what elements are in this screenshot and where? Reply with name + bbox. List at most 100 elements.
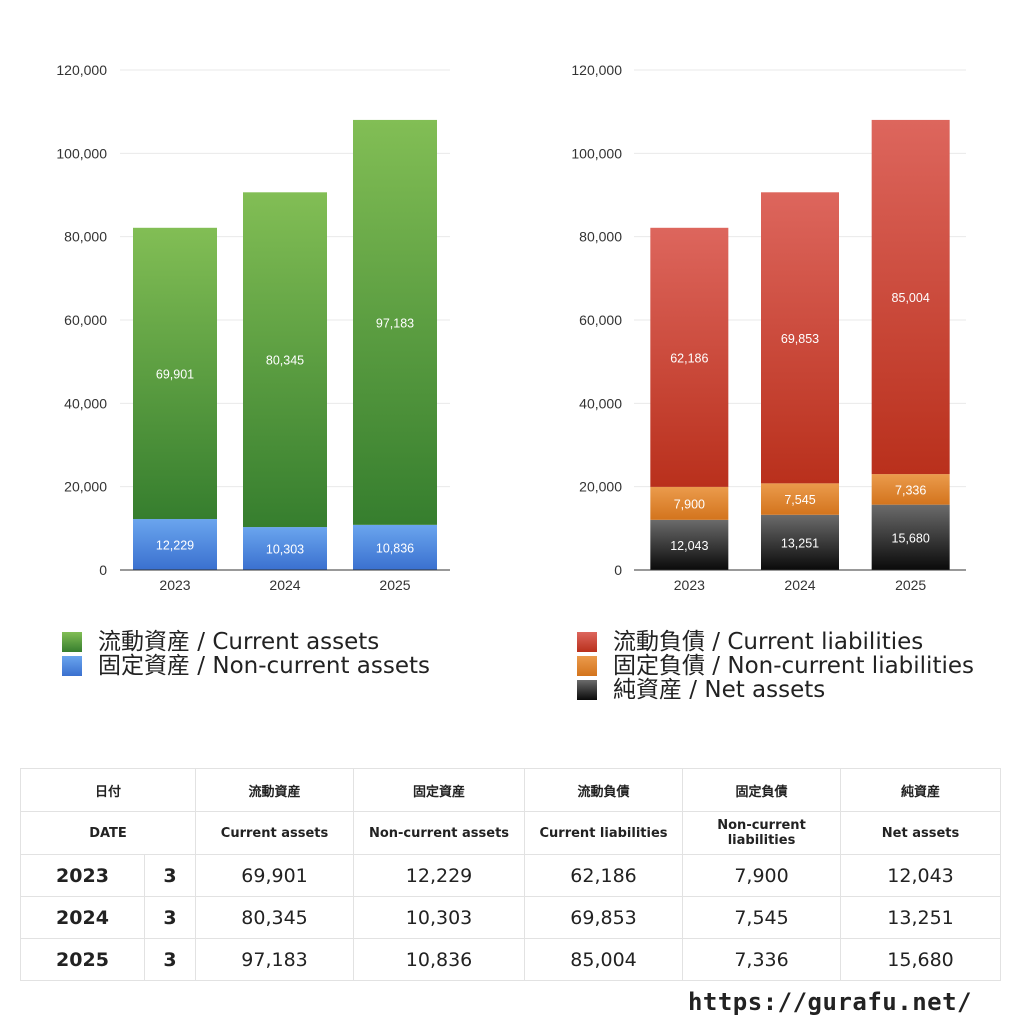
x-tick-label: 2025 bbox=[379, 577, 410, 593]
y-tick-label: 80,000 bbox=[579, 229, 622, 245]
cell-current-liabilities: 62,186 bbox=[524, 854, 684, 897]
table-header-current-liabilities-en: Current liabilities bbox=[524, 811, 684, 855]
legend-swatch bbox=[62, 632, 82, 652]
y-tick-label: 40,000 bbox=[579, 395, 622, 411]
cell-non-current-assets: 10,303 bbox=[353, 896, 526, 939]
legend-item: 純資産 / Net assets bbox=[577, 678, 974, 702]
liabilities-legend: 流動負債 / Current liabilities 固定負債 / Non-cur… bbox=[577, 630, 974, 702]
table-header-date-en: DATE bbox=[19, 811, 197, 855]
table-header-non-current-liabilities-en: Non-current liabilities bbox=[682, 811, 842, 855]
y-tick-label: 20,000 bbox=[579, 479, 622, 495]
legend-label: 流動負債 / Current liabilities bbox=[613, 629, 924, 655]
data-label: 12,229 bbox=[156, 539, 194, 553]
table-header-non-current-assets: 固定資産 bbox=[353, 768, 526, 812]
table-header-current-assets: 流動資産 bbox=[195, 768, 355, 812]
legend-item: 流動資産 / Current assets bbox=[62, 630, 430, 654]
bar-segment-non-current-assets bbox=[243, 527, 327, 570]
x-tick-label: 2023 bbox=[674, 577, 705, 593]
y-tick-label: 60,000 bbox=[579, 312, 622, 328]
data-label: 13,251 bbox=[781, 536, 819, 550]
legend-swatch bbox=[577, 680, 597, 700]
cell-net-assets: 13,251 bbox=[840, 896, 1002, 939]
cell-non-current-liabilities: 7,336 bbox=[682, 938, 842, 981]
table-header-non-current-liabilities: 固定負債 bbox=[682, 768, 842, 812]
bar-segment-non-current-liabilities bbox=[871, 474, 950, 505]
x-tick-label: 2025 bbox=[895, 577, 926, 593]
legend-label: 固定負債 / Non-current liabilities bbox=[613, 653, 974, 679]
cell-current-liabilities: 69,853 bbox=[524, 896, 684, 939]
cell-net-assets: 15,680 bbox=[840, 938, 1002, 981]
row-year: 2024 bbox=[20, 896, 145, 939]
data-label: 62,186 bbox=[670, 351, 708, 365]
legend-swatch bbox=[577, 656, 597, 676]
data-label: 69,901 bbox=[156, 367, 194, 381]
legend-swatch bbox=[62, 656, 82, 676]
bar-segment-current-liabilities bbox=[650, 227, 729, 487]
data-label: 85,004 bbox=[892, 291, 930, 305]
assets-chart: 0 20,000 40,000 60,000 80,000 100,000 120,000 1… bbox=[56, 62, 450, 593]
liabilities-chart: 0 20,000 40,000 60,000 80,000 100,000 120,000 1… bbox=[571, 62, 966, 593]
x-tick-label: 2023 bbox=[159, 577, 190, 593]
table-header-non-current-assets-en: Non-current assets bbox=[353, 811, 526, 855]
site-url: https://gurafu.net/ bbox=[687, 988, 972, 1016]
data-table: 日付 流動資産 固定資産 流動負債 固定負債 純資産 DATE Current … bbox=[19, 768, 1002, 981]
cell-non-current-liabilities: 7,545 bbox=[682, 896, 842, 939]
bar-segment-current-assets bbox=[353, 119, 437, 525]
cell-current-assets: 97,183 bbox=[195, 938, 355, 981]
table-header-date: 日付 bbox=[19, 768, 197, 812]
row-year: 2025 bbox=[20, 938, 145, 981]
bar-segment-current-liabilities bbox=[761, 192, 839, 484]
cell-non-current-liabilities: 7,900 bbox=[682, 854, 842, 897]
x-tick-label: 2024 bbox=[784, 577, 815, 593]
data-label: 10,303 bbox=[266, 543, 304, 557]
cell-current-liabilities: 85,004 bbox=[524, 938, 684, 981]
bar-segment-current-assets bbox=[133, 227, 217, 520]
data-label: 7,336 bbox=[895, 483, 926, 497]
y-tick-label: 100,000 bbox=[56, 145, 107, 161]
y-tick-label: 100,000 bbox=[571, 145, 622, 161]
assets-legend: 流動資産 / Current assets 固定資産 / Non-current … bbox=[62, 630, 430, 678]
row-month: 3 bbox=[143, 938, 197, 981]
bar-segment-net-assets bbox=[650, 519, 729, 570]
table-header-net-assets-en: Net assets bbox=[840, 811, 1002, 855]
bar-segment-non-current-assets bbox=[133, 519, 217, 570]
x-tick-label: 2024 bbox=[269, 577, 300, 593]
row-month: 3 bbox=[143, 854, 197, 897]
row-year: 2023 bbox=[20, 854, 145, 897]
data-label: 7,545 bbox=[784, 493, 815, 507]
y-tick-label: 20,000 bbox=[64, 479, 107, 495]
data-label: 97,183 bbox=[376, 316, 414, 330]
data-label: 7,900 bbox=[674, 497, 705, 511]
row-month: 3 bbox=[143, 896, 197, 939]
data-label: 15,680 bbox=[892, 531, 930, 545]
table-header-current-liabilities: 流動負債 bbox=[524, 768, 684, 812]
legend-label: 純資産 / Net assets bbox=[613, 677, 826, 703]
bar-segment-non-current-assets bbox=[353, 524, 437, 570]
table-row: 2025 3 97,183 10,836 85,004 7,336 15,680 bbox=[20, 938, 1002, 981]
y-tick-label: 80,000 bbox=[64, 229, 107, 245]
legend-item: 固定負債 / Non-current liabilities bbox=[577, 654, 974, 678]
y-tick-label: 0 bbox=[614, 562, 622, 578]
y-tick-label: 0 bbox=[99, 562, 107, 578]
data-label: 12,043 bbox=[670, 539, 708, 553]
cell-non-current-assets: 10,836 bbox=[353, 938, 526, 981]
table-header-net-assets: 純資産 bbox=[840, 768, 1002, 812]
legend-item: 流動負債 / Current liabilities bbox=[577, 630, 974, 654]
legend-swatch bbox=[577, 632, 597, 652]
bar-segment-non-current-liabilities bbox=[650, 486, 729, 520]
table-header-current-assets-en: Current assets bbox=[195, 811, 355, 855]
legend-label: 流動資産 / Current assets bbox=[98, 629, 380, 655]
cell-net-assets: 12,043 bbox=[840, 854, 1002, 897]
bar-segment-net-assets bbox=[871, 504, 950, 570]
legend-label: 固定資産 / Non-current assets bbox=[98, 653, 431, 679]
table-row: 2024 3 80,345 10,303 69,853 7,545 13,251 bbox=[20, 896, 1002, 939]
bar-segment-current-assets bbox=[243, 192, 327, 528]
cell-current-assets: 80,345 bbox=[195, 896, 355, 939]
cell-current-assets: 69,901 bbox=[195, 854, 355, 897]
cell-non-current-assets: 12,229 bbox=[353, 854, 526, 897]
y-tick-label: 120,000 bbox=[571, 62, 622, 78]
y-tick-label: 40,000 bbox=[64, 395, 107, 411]
bar-segment-non-current-liabilities bbox=[761, 483, 839, 515]
y-tick-label: 120,000 bbox=[56, 62, 107, 78]
table-row: 2023 3 69,901 12,229 62,186 7,900 12,043 bbox=[20, 854, 1002, 897]
